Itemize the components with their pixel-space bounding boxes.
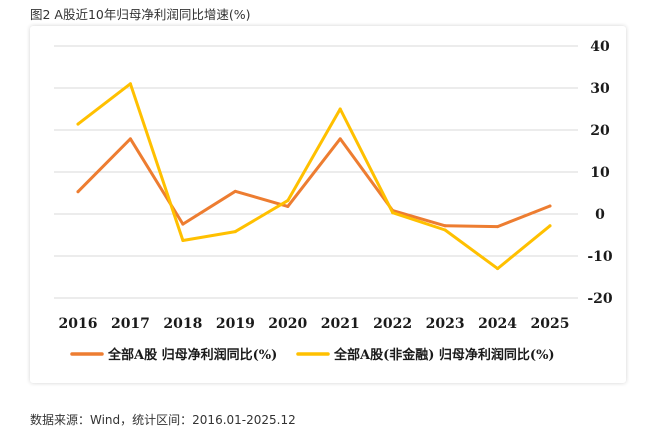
data-point [76, 122, 80, 126]
line-chart: 40 30 20 10 0 -10 -20 2016 2017 2018 2019 2020 2021… [54, 39, 613, 363]
x-tick-label: 2016 [59, 316, 98, 332]
x-tick-label: 2018 [163, 316, 202, 332]
y-tick-label: -20 [587, 291, 613, 307]
x-tick-label: 2020 [268, 316, 307, 332]
x-axis-ticks: 2016 2017 2018 2019 2020 2021 2022 2023 2024 2025 [59, 316, 570, 332]
y-tick-label: 30 [590, 81, 610, 97]
x-tick-label: 2024 [478, 316, 517, 332]
x-tick-label: 2019 [216, 316, 255, 332]
data-point [128, 82, 132, 86]
source-note: 数据来源：Wind，统计区间：2016.01-2025.12 [30, 413, 296, 427]
data-point [391, 211, 395, 215]
legend-label: 全部A股 归母净利润同比(%) [107, 347, 277, 363]
data-point [496, 267, 500, 271]
x-tick-label: 2025 [531, 316, 570, 332]
x-tick-label: 2022 [373, 316, 412, 332]
x-tick-label: 2021 [321, 316, 360, 332]
chart-card: 40 30 20 10 0 -10 -20 2016 2017 2018 2019 2020 2021… [30, 26, 626, 383]
data-point [548, 204, 552, 208]
series-lines [76, 82, 552, 271]
figure-title: 图2 A股近10年归母净利润同比增速(%) [30, 7, 251, 22]
data-point [233, 189, 237, 193]
legend: 全部A股 归母净利润同比(%) 全部A股(非金融) 归母净利润同比(%) [70, 347, 555, 363]
data-point [338, 107, 342, 111]
y-tick-label: 20 [590, 123, 610, 139]
data-point [76, 190, 80, 194]
legend-label: 全部A股(非金融) 归母净利润同比(%) [333, 347, 555, 363]
data-point [233, 230, 237, 234]
data-point [548, 224, 552, 228]
data-point [181, 238, 185, 242]
data-point [443, 228, 447, 232]
data-point [286, 199, 290, 203]
y-tick-label: 0 [595, 207, 605, 223]
data-point [443, 224, 447, 228]
series-line-0 [76, 137, 552, 229]
data-point [181, 222, 185, 226]
x-tick-label: 2023 [426, 316, 465, 332]
x-tick-label: 2017 [111, 316, 150, 332]
y-tick-label: 10 [590, 165, 610, 181]
y-axis-ticks: 40 30 20 10 0 -10 -20 [587, 39, 613, 307]
data-point [496, 225, 500, 229]
y-tick-label: -10 [587, 249, 613, 265]
data-point [338, 137, 342, 141]
series-line-1 [76, 82, 552, 271]
data-point [286, 204, 290, 208]
y-tick-label: 40 [590, 39, 610, 55]
data-point [128, 137, 132, 141]
grid-lines [54, 45, 578, 299]
